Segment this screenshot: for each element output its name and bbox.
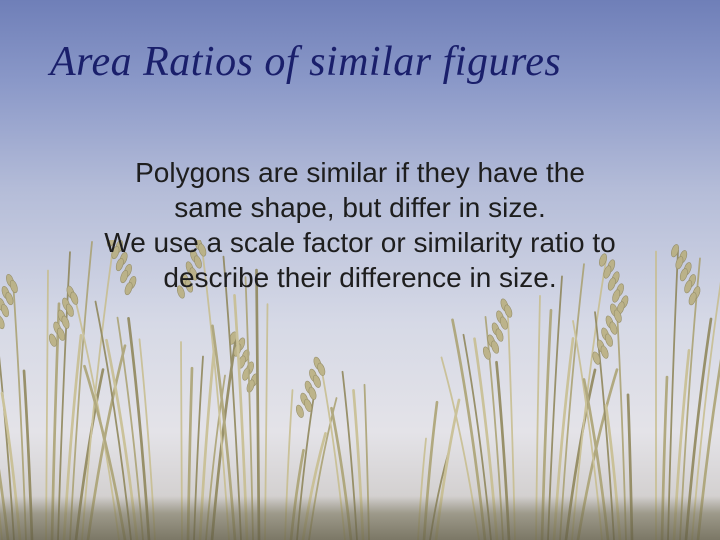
body-paragraph-1: Polygons are similar if they have the sa… bbox=[135, 157, 585, 223]
slide: Area Ratios of similar figures Polygons … bbox=[0, 0, 720, 540]
body-paragraph-2: We use a scale factor or similarity rati… bbox=[104, 227, 615, 293]
slide-title: Area Ratios of similar figures bbox=[50, 38, 670, 86]
ground-shadow bbox=[0, 496, 720, 540]
slide-body: Polygons are similar if they have the sa… bbox=[100, 155, 620, 295]
